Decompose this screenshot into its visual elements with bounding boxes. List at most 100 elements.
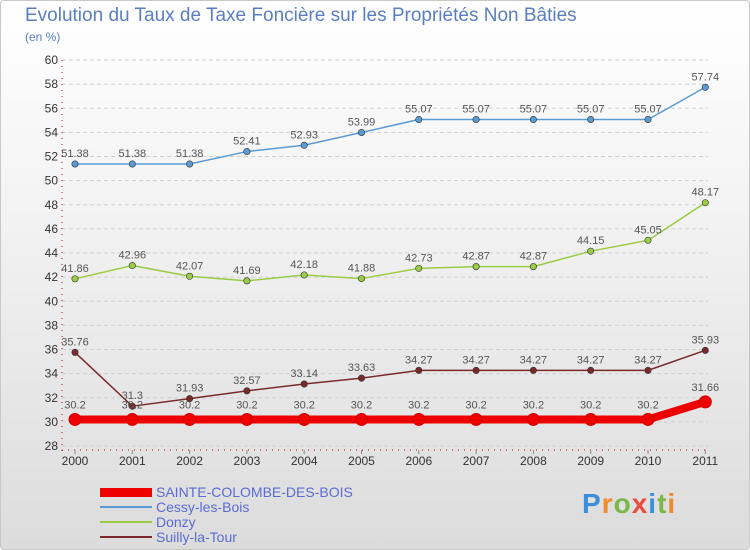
y-tick-label: 32	[45, 391, 59, 405]
legend-item-cessy[interactable]: Cessy-les-Bois	[100, 499, 420, 515]
x-tick-label: 2011	[692, 454, 718, 468]
data-point	[529, 366, 537, 374]
data-point	[128, 160, 136, 168]
data-label: 45.05	[634, 224, 662, 236]
x-tick-label: 2007	[463, 454, 490, 468]
data-label: 30.2	[465, 399, 486, 411]
data-label: 42.18	[290, 259, 318, 271]
legend-item-sainte-colombe[interactable]: SAINTE-COLOMBE-DES-BOIS	[100, 484, 420, 500]
data-label: 53.99	[348, 116, 376, 128]
series-line	[74, 86, 707, 165]
y-tick-label: 48	[45, 198, 59, 212]
data-point	[415, 264, 423, 272]
legend-item-suilly[interactable]: Suilly-la-Tour	[100, 529, 420, 545]
data-point	[587, 115, 595, 123]
data-label: 34.27	[405, 354, 433, 366]
data-point	[644, 236, 652, 244]
data-point	[469, 412, 483, 426]
data-label: 30.2	[293, 399, 314, 411]
series-layer	[68, 83, 712, 426]
legend-label: SAINTE-COLOMBE-DES-BOIS	[156, 484, 353, 500]
y-tick-label: 36	[45, 343, 59, 357]
series-line	[74, 201, 707, 282]
y-tick-label: 52	[45, 150, 59, 164]
data-label: 31.3	[122, 390, 143, 402]
data-point	[243, 387, 251, 395]
data-point	[412, 412, 426, 426]
data-label: 55.07	[520, 103, 548, 115]
y-tick-label: 34	[45, 367, 59, 381]
data-point	[300, 141, 308, 149]
data-label: 42.73	[405, 252, 433, 264]
data-label: 30.2	[351, 399, 372, 411]
logo-letter: t	[657, 488, 668, 519]
data-point	[240, 412, 254, 426]
legend-swatch	[100, 521, 152, 523]
data-label: 42.87	[520, 251, 548, 263]
series-line	[74, 349, 707, 407]
data-label: 30.2	[179, 399, 200, 411]
data-label: 44.15	[577, 235, 605, 247]
legend-item-donzy[interactable]: Donzy	[100, 514, 420, 530]
data-label: 35.93	[692, 334, 720, 346]
legend-swatch	[100, 488, 152, 497]
data-label: 30.2	[408, 399, 429, 411]
data-label: 55.07	[462, 103, 490, 115]
data-label: 34.27	[462, 354, 490, 366]
data-label: 42.96	[119, 250, 147, 262]
data-label: 41.88	[348, 263, 376, 275]
data-label: 51.38	[119, 148, 147, 160]
data-point	[71, 275, 79, 283]
y-tick-label: 30	[45, 415, 59, 429]
data-point	[701, 83, 709, 91]
grid-lines	[62, 59, 708, 447]
data-point	[300, 271, 308, 279]
y-tick-label: 44	[45, 246, 59, 260]
logo-letter: i	[648, 488, 658, 519]
data-label: 55.07	[634, 103, 662, 115]
data-label: 34.27	[634, 354, 662, 366]
data-point	[641, 412, 655, 426]
data-point	[71, 348, 79, 356]
axes: 28 30 32 34 36 38 40 42 44 46 48 50 52 54 56 58 60 2000 20…	[45, 53, 719, 468]
y-tick-label: 58	[45, 77, 59, 91]
x-tick-label: 2000	[62, 454, 89, 468]
logo-letter: i	[667, 488, 677, 519]
y-tick-label: 56	[45, 101, 59, 115]
y-tick-label: 28	[45, 439, 59, 453]
data-point	[472, 366, 480, 374]
data-point	[644, 366, 652, 374]
y-tick-label: 54	[45, 125, 59, 139]
data-label: 30.2	[122, 399, 143, 411]
data-point	[415, 115, 423, 123]
data-label: 30.2	[64, 399, 85, 411]
data-point	[243, 277, 251, 285]
y-tick-label: 50	[45, 174, 59, 188]
data-point	[71, 160, 79, 168]
chart-subtitle: (en %)	[25, 30, 61, 44]
data-point	[243, 148, 251, 156]
data-point	[584, 412, 598, 426]
y-tick-label: 46	[45, 222, 59, 236]
data-label: 55.07	[577, 103, 605, 115]
data-label: 34.27	[577, 354, 605, 366]
data-point	[526, 412, 540, 426]
data-point	[186, 160, 194, 168]
legend-label: Cessy-les-Bois	[156, 499, 250, 515]
data-point	[529, 115, 537, 123]
logo-letter: o	[613, 488, 632, 519]
data-point	[357, 275, 365, 283]
data-label: 31.93	[176, 383, 204, 395]
x-tick-label: 2006	[405, 454, 432, 468]
data-point	[297, 412, 311, 426]
data-label: 34.27	[520, 354, 548, 366]
data-label: 30.2	[236, 399, 257, 411]
logo-letter: P	[582, 488, 602, 519]
data-labels-layer: 51.38 51.38 51.38 52.41 52.93 53.99 55.07 55.07…	[61, 71, 719, 411]
x-tick-label: 2002	[176, 454, 203, 468]
data-label: 42.87	[462, 251, 490, 263]
data-point	[357, 128, 365, 136]
data-point	[357, 374, 365, 382]
proxiti-logo: Proxiti	[582, 488, 676, 520]
